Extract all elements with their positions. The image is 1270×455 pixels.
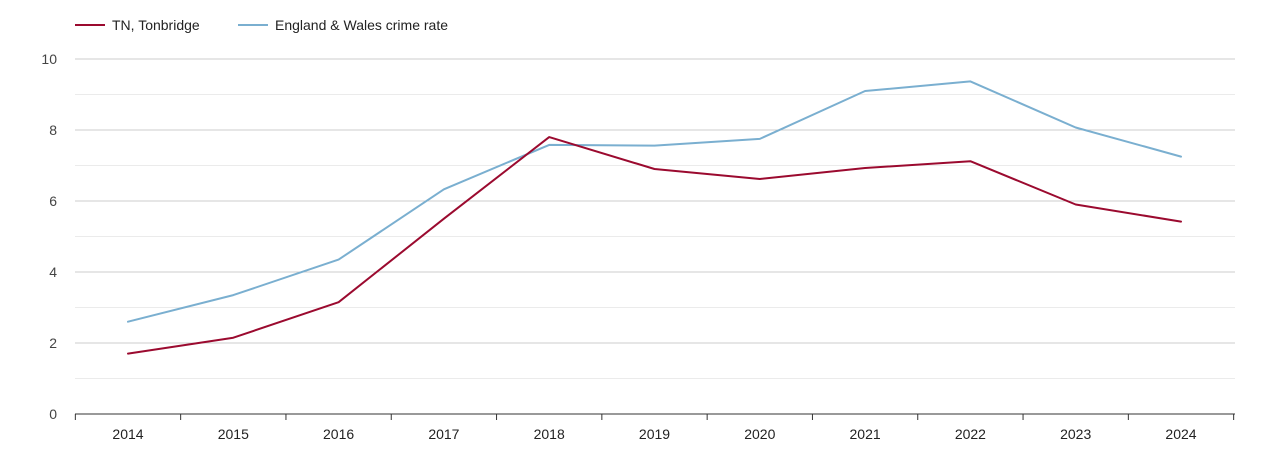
y-tick-label-4: 4	[49, 264, 57, 280]
y-tick-label-6: 6	[49, 193, 57, 209]
x-tick-label-2014: 2014	[112, 426, 143, 442]
y-axis: 0 2 4 6 8 10	[41, 51, 57, 422]
grid-lines	[75, 58, 1235, 379]
y-tick-label-8: 8	[49, 122, 57, 138]
series-lines	[127, 80, 1182, 355]
x-tick-label-2018: 2018	[534, 426, 565, 442]
y-tick-label-0: 0	[49, 406, 57, 422]
x-tick-label-2015: 2015	[218, 426, 249, 442]
x-tick-label-2024: 2024	[1165, 426, 1196, 442]
y-tick-label-10: 10	[41, 51, 57, 67]
legend-label-england-wales-crime-rate: England & Wales crime rate	[275, 17, 448, 33]
x-tick-label-2017: 2017	[428, 426, 459, 442]
series-line-england-wales-crime-rate	[127, 80, 1182, 323]
y-tick-label-2: 2	[49, 335, 57, 351]
series-line-tn-tonbridge	[127, 136, 1182, 355]
x-tick-label-2019: 2019	[639, 426, 670, 442]
x-tick-label-2020: 2020	[744, 426, 775, 442]
x-tick-label-2016: 2016	[323, 426, 354, 442]
x-tick-label-2022: 2022	[955, 426, 986, 442]
legend: TN, Tonbridge England & Wales crime rate	[75, 17, 448, 33]
legend-label-tn-tonbridge: TN, Tonbridge	[112, 17, 200, 33]
x-tick-label-2021: 2021	[850, 426, 881, 442]
x-tick-label-2023: 2023	[1060, 426, 1091, 442]
x-axis: 2014 2015 2016 2017 2018 2019 2020 2021 2022 2023…	[74, 413, 1235, 442]
